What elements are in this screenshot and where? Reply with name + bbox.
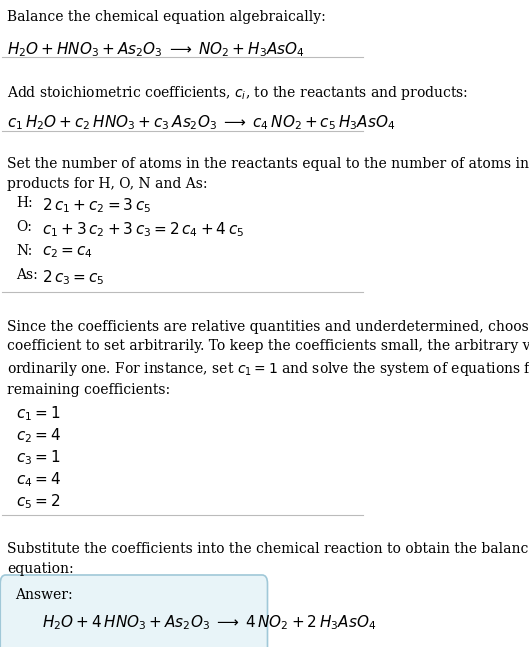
Text: As:: As: (16, 269, 38, 282)
Text: $c_5 = 2$: $c_5 = 2$ (16, 492, 61, 510)
Text: H:: H: (16, 196, 33, 210)
Text: $c_2 = 4$: $c_2 = 4$ (16, 426, 61, 445)
Text: N:: N: (16, 244, 33, 258)
Text: $c_1 = 1$: $c_1 = 1$ (16, 405, 61, 423)
Text: Answer:: Answer: (15, 588, 72, 602)
Text: Balance the chemical equation algebraically:: Balance the chemical equation algebraica… (7, 10, 326, 25)
Text: Substitute the coefficients into the chemical reaction to obtain the balanced
eq: Substitute the coefficients into the che… (7, 542, 529, 576)
Text: Set the number of atoms in the reactants equal to the number of atoms in the
pro: Set the number of atoms in the reactants… (7, 157, 529, 191)
Text: $c_1\, H_2O + c_2\, HNO_3 + c_3\, As_2O_3 \;\longrightarrow\; c_4\, NO_2 + c_5\,: $c_1\, H_2O + c_2\, HNO_3 + c_3\, As_2O_… (7, 113, 396, 132)
Text: $2\,c_3 = c_5$: $2\,c_3 = c_5$ (42, 269, 104, 287)
Text: $H_2O + 4\, HNO_3 + As_2O_3 \;\longrightarrow\; 4\, NO_2 + 2\, H_3AsO_4$: $H_2O + 4\, HNO_3 + As_2O_3 \;\longright… (42, 613, 376, 632)
Text: $c_1 + 3\,c_2 + 3\,c_3 = 2\,c_4 + 4\,c_5$: $c_1 + 3\,c_2 + 3\,c_3 = 2\,c_4 + 4\,c_5… (42, 220, 244, 239)
Text: $c_2 = c_4$: $c_2 = c_4$ (42, 244, 93, 260)
Text: $2\,c_1 + c_2 = 3\,c_5$: $2\,c_1 + c_2 = 3\,c_5$ (42, 196, 151, 215)
Text: Add stoichiometric coefficients, $c_i$, to the reactants and products:: Add stoichiometric coefficients, $c_i$, … (7, 83, 469, 102)
Text: $c_4 = 4$: $c_4 = 4$ (16, 470, 61, 488)
Text: O:: O: (16, 220, 32, 234)
FancyBboxPatch shape (0, 575, 268, 647)
Text: Since the coefficients are relative quantities and underdetermined, choose a
coe: Since the coefficients are relative quan… (7, 320, 529, 397)
Text: $H_2O + HNO_3 + As_2O_3 \;\longrightarrow\; NO_2 + H_3AsO_4$: $H_2O + HNO_3 + As_2O_3 \;\longrightarro… (7, 40, 305, 59)
Text: $c_3 = 1$: $c_3 = 1$ (16, 448, 61, 467)
